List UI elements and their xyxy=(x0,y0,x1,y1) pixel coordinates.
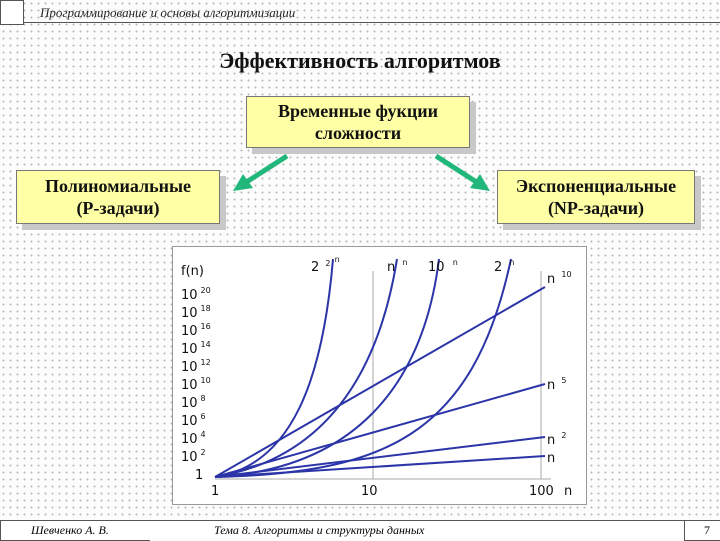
y-tick-exponent: 12 xyxy=(201,358,211,367)
label-10-n-base: 10 xyxy=(428,260,445,275)
y-tick-base: 10 xyxy=(181,288,198,303)
curve-n-10 xyxy=(214,286,546,478)
footer-topic: Тема 8. Алгоритмы и структуры данных xyxy=(214,523,425,537)
x-axis-label: n xyxy=(564,484,572,499)
label-n-2: n 2 xyxy=(547,431,566,448)
label-2-2n-sup: 2 xyxy=(325,259,330,268)
label-n-5-base: n xyxy=(547,378,555,393)
arrow-right-icon xyxy=(434,153,490,191)
x-tick-10: 10 xyxy=(361,484,378,499)
header-rule xyxy=(23,22,720,23)
y-tick-label: 10 14 xyxy=(181,340,211,357)
y-tick-exponent: 16 xyxy=(201,322,211,331)
growth-curves xyxy=(214,258,546,478)
label-n-2-sup: 2 xyxy=(561,431,566,440)
label-2-2n: 2 2 n xyxy=(311,255,340,275)
arrow-left-icon xyxy=(233,153,289,191)
y-tick-base: 1 xyxy=(195,468,203,483)
y-tick-base: 10 xyxy=(181,450,198,465)
y-tick-label: 10 8 xyxy=(181,394,206,411)
y-tick-base: 10 xyxy=(181,432,198,447)
label-n: n xyxy=(547,451,555,466)
label-n-10: n 10 xyxy=(547,270,572,287)
polynomial-box: Полиномиальные (Р-задачи) xyxy=(16,170,220,224)
y-tick-base: 10 xyxy=(181,324,198,339)
y-tick-label: 10 2 xyxy=(181,448,206,465)
header-corner-box xyxy=(0,0,24,25)
label-n-n-sup: n xyxy=(402,258,407,267)
page-number: 7 xyxy=(704,523,710,537)
y-tick-exponent: 10 xyxy=(201,376,211,385)
y-tick-label: 10 10 xyxy=(181,376,211,393)
y-tick-exponent: 6 xyxy=(201,412,206,421)
label-n-5-sup: 5 xyxy=(561,376,566,385)
x-tick-100: 100 xyxy=(529,484,554,499)
y-tick-label: 10 6 xyxy=(181,412,206,429)
y-tick-base: 10 xyxy=(181,414,198,429)
y-tick-base: 10 xyxy=(181,360,198,375)
y-axis-label: f(n) xyxy=(181,264,204,279)
label-10-n: 10 n xyxy=(428,258,458,275)
complexity-functions-label: Временные фукции сложности xyxy=(277,101,439,143)
footer-author: Шевченко А. В. xyxy=(31,523,109,537)
y-tick-base: 10 xyxy=(181,342,198,357)
y-tick-label: 10 20 xyxy=(181,286,211,303)
y-tick-label: 10 12 xyxy=(181,358,211,375)
label-10-n-sup: n xyxy=(453,258,458,267)
y-tick-label: 10 16 xyxy=(181,322,211,339)
footer-topic-bar: Тема 8. Алгоритмы и структуры данных xyxy=(148,520,684,540)
y-tick-label: 1 xyxy=(195,468,203,483)
y-tick-label: 10 18 xyxy=(181,304,211,321)
y-tick-base: 10 xyxy=(181,396,198,411)
header-title: Программирование и основы алгоритмизации xyxy=(40,5,296,20)
y-tick-exponent: 4 xyxy=(201,430,206,439)
footer-author-box: Шевченко А. В. xyxy=(0,520,150,541)
x-tick-1: 1 xyxy=(211,484,219,499)
label-n-n: n n xyxy=(387,258,407,275)
y-tick-exponent: 2 xyxy=(201,448,206,457)
label-n-5: n 5 xyxy=(547,376,566,393)
label-2-2n-base: 2 xyxy=(311,260,319,275)
label-2-n: 2 n xyxy=(494,258,515,275)
polynomial-label: Полиномиальные (Р-задачи) xyxy=(44,176,192,218)
curve-n-n xyxy=(214,258,398,478)
y-tick-exponent: 8 xyxy=(201,394,206,403)
curve-2-2n xyxy=(214,258,334,478)
slide-title: Эффективность алгоритмов xyxy=(219,48,501,73)
y-tick-exponent: 20 xyxy=(201,286,211,295)
y-tick-exponent: 18 xyxy=(201,304,211,313)
label-n-10-base: n xyxy=(547,272,555,287)
label-n-10-sup: 10 xyxy=(561,270,571,279)
label-n-n-base: n xyxy=(387,260,395,275)
curve-n-5 xyxy=(214,383,546,478)
footer-page-box: 7 xyxy=(684,520,720,541)
y-tick-label: 10 4 xyxy=(181,430,206,447)
curve-n-2 xyxy=(214,436,546,478)
y-tick-exponent: 14 xyxy=(201,340,211,349)
complexity-functions-box: Временные фукции сложности xyxy=(246,96,470,148)
label-2-n-sup: n xyxy=(509,258,514,267)
exponential-box: Экспоненциальные (NP-задачи) xyxy=(497,170,695,224)
label-2-2n-sup2: n xyxy=(335,255,340,264)
curve-n xyxy=(214,455,546,478)
exponential-label: Экспоненциальные (NP-задачи) xyxy=(515,176,677,218)
label-n-2-base: n xyxy=(547,433,555,448)
growth-chart: f(n) 10 20 10 18 10 16 10 14 10 12 10 10 10 8 10 6 10 4 10… xyxy=(172,246,587,505)
y-tick-base: 10 xyxy=(181,306,198,321)
label-2-n-base: 2 xyxy=(494,260,502,275)
y-tick-base: 10 xyxy=(181,378,198,393)
